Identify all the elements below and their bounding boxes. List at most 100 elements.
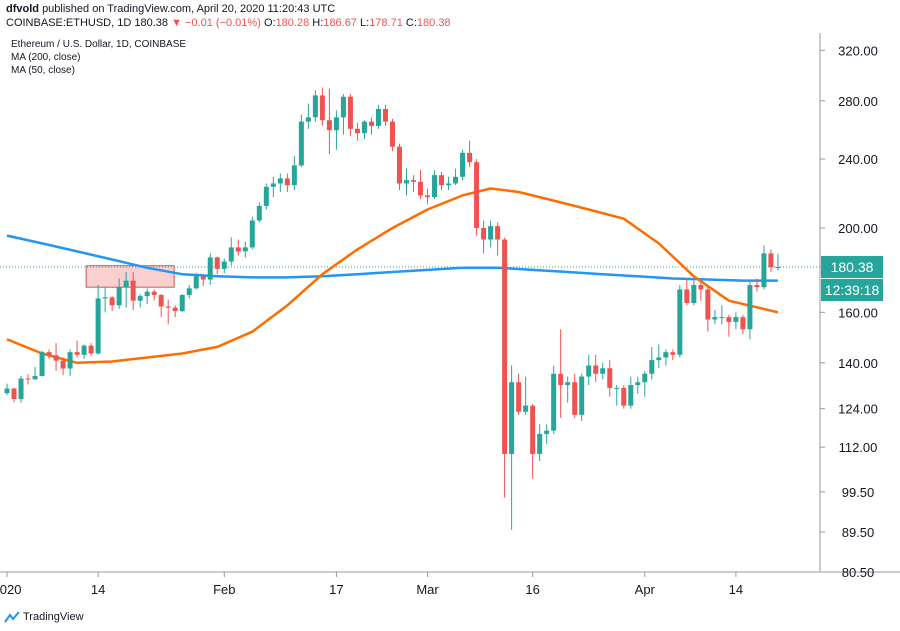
candle-body[interactable] — [193, 276, 199, 289]
candle-body[interactable] — [130, 280, 136, 301]
candle-body[interactable] — [25, 378, 31, 380]
candle-body[interactable] — [102, 297, 108, 299]
candle-body[interactable] — [418, 181, 424, 196]
candle-body[interactable] — [775, 267, 781, 269]
candle-body[interactable] — [698, 284, 704, 290]
candle-body[interactable] — [137, 296, 143, 301]
candle-body[interactable] — [586, 365, 592, 377]
candle-body[interactable] — [523, 405, 529, 412]
candle-body[interactable] — [453, 176, 459, 184]
candle-body[interactable] — [621, 387, 627, 406]
candle-body[interactable] — [263, 186, 269, 206]
candle-body[interactable] — [312, 95, 318, 118]
candle-body[interactable] — [32, 376, 38, 380]
candle-body[interactable] — [214, 257, 220, 269]
candle-body[interactable] — [74, 352, 80, 355]
candle-body[interactable] — [733, 317, 739, 322]
candle-body[interactable] — [389, 121, 395, 147]
candle-body[interactable] — [544, 430, 550, 434]
candle-body[interactable] — [446, 183, 452, 186]
candle-body[interactable] — [256, 205, 262, 221]
candle-body[interactable] — [530, 405, 536, 454]
candle-body[interactable] — [719, 317, 725, 319]
candle-body[interactable] — [551, 373, 557, 431]
tradingview-logo[interactable]: TradingView — [4, 611, 84, 623]
candle-body[interactable] — [460, 152, 466, 177]
candle-body[interactable] — [144, 291, 150, 297]
candle-body[interactable] — [425, 195, 431, 198]
candle-body[interactable] — [249, 220, 255, 248]
candle-body[interactable] — [516, 382, 522, 412]
candle-body[interactable] — [481, 227, 487, 240]
candle-body[interactable] — [46, 352, 52, 356]
candle-body[interactable] — [305, 117, 311, 122]
candle-body[interactable] — [726, 317, 732, 322]
candle-body[interactable] — [600, 368, 606, 374]
candle-body[interactable] — [368, 121, 374, 126]
candle-body[interactable] — [628, 385, 634, 406]
candle-body[interactable] — [11, 388, 17, 400]
highlight-box[interactable] — [85, 265, 175, 288]
price-chart[interactable]: 320.00 280.00 240.00 200.00 160.00 140.00 124.… — [0, 33, 900, 616]
candle-body[interactable] — [60, 360, 66, 369]
candle-body[interactable] — [109, 297, 115, 306]
candle-body[interactable] — [691, 284, 697, 304]
candle-body[interactable] — [488, 226, 494, 240]
candle-body[interactable] — [95, 298, 101, 354]
candle-body[interactable] — [705, 289, 711, 320]
legend-ma200[interactable]: MA (200, close) — [11, 52, 81, 63]
candle-body[interactable] — [326, 120, 332, 131]
candle-body[interactable] — [39, 352, 45, 377]
candle-body[interactable] — [116, 287, 122, 306]
candle-body[interactable] — [768, 253, 774, 268]
candle-body[interactable] — [319, 95, 325, 121]
candle-body[interactable] — [186, 288, 192, 296]
candle-body[interactable] — [747, 284, 753, 330]
candle-body[interactable] — [221, 261, 227, 269]
candle-body[interactable] — [579, 376, 585, 415]
candle-body[interactable] — [761, 253, 767, 288]
candle-body[interactable] — [179, 295, 185, 312]
price-axis[interactable] — [820, 33, 900, 572]
candle-body[interactable] — [375, 108, 381, 126]
candle-body[interactable] — [565, 382, 571, 386]
candle-body[interactable] — [663, 352, 669, 358]
candle-body[interactable] — [228, 247, 234, 262]
candle-body[interactable] — [474, 162, 480, 228]
candle-body[interactable] — [67, 352, 73, 369]
author-name[interactable]: dfvold — [6, 3, 39, 15]
candle-body[interactable] — [572, 382, 578, 415]
candle-body[interactable] — [333, 117, 339, 131]
candle-body[interactable] — [656, 357, 662, 361]
candle-body[interactable] — [712, 317, 718, 320]
ma50-line[interactable] — [6, 187, 779, 365]
legend-ma50[interactable]: MA (50, close) — [11, 65, 75, 76]
candle-body[interactable] — [340, 96, 346, 118]
candle-body[interactable] — [361, 121, 367, 134]
candle-body[interactable] — [537, 433, 543, 454]
candle-body[interactable] — [165, 306, 171, 308]
candle-body[interactable] — [207, 257, 213, 280]
candle-body[interactable] — [635, 382, 641, 386]
candle-body[interactable] — [53, 355, 59, 361]
candle-body[interactable] — [172, 307, 178, 312]
candle-body[interactable] — [754, 284, 760, 288]
candle-body[interactable] — [649, 360, 655, 374]
candle-body[interactable] — [200, 276, 206, 280]
candle-body[interactable] — [439, 175, 445, 186]
candle-body[interactable] — [495, 226, 501, 240]
candle-body[interactable] — [242, 247, 248, 252]
candle-body[interactable] — [151, 291, 157, 296]
candle-body[interactable] — [298, 121, 304, 166]
candle-body[interactable] — [382, 108, 388, 122]
candle-body[interactable] — [642, 373, 648, 383]
candle-body[interactable] — [291, 165, 297, 186]
candle-body[interactable] — [270, 183, 276, 187]
candle-body[interactable] — [740, 317, 746, 330]
candle-body[interactable] — [403, 180, 409, 184]
candle-body[interactable] — [411, 180, 417, 182]
candle-body[interactable] — [284, 178, 290, 186]
candle-body[interactable] — [277, 178, 283, 184]
candle-body[interactable] — [558, 373, 564, 386]
candle-body[interactable] — [235, 247, 241, 252]
